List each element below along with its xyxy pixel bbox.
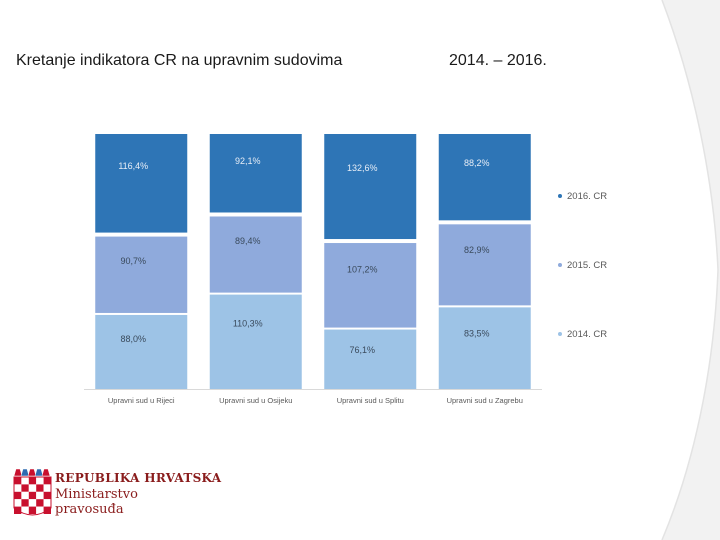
category-label: Upravni sud u Zagrebu (447, 396, 523, 405)
data-label: 116,4% (118, 161, 148, 171)
bar-segment (438, 134, 531, 221)
category-label: Upravni sud u Splitu (337, 396, 404, 405)
shield-square (36, 484, 44, 492)
shield-square (28, 499, 37, 507)
data-label: 83,5% (464, 328, 490, 338)
data-label: 76,1% (349, 345, 375, 355)
bar-segment (95, 236, 188, 313)
shield-square (36, 491, 44, 500)
shield-square (14, 499, 22, 507)
logo-text: REPUBLIKA HRVATSKA Ministarstvo pravosuđ… (55, 471, 221, 517)
bar-segment (95, 134, 188, 233)
shield-square (21, 484, 29, 492)
shield-square (21, 491, 29, 500)
bar-segment (324, 329, 417, 389)
shield-square (36, 506, 44, 514)
shield-square (28, 484, 37, 492)
crown-segment (41, 468, 51, 477)
shield-square (21, 499, 29, 507)
bar-segment (209, 134, 302, 213)
shield-square (28, 477, 37, 485)
croatian-coat-of-arms-logo (13, 468, 52, 516)
legend-marker (558, 332, 562, 336)
logo-line-pravosuda: pravosuđa (55, 502, 124, 517)
legend-marker (558, 263, 562, 267)
legend-label: 2014. CR (567, 329, 607, 340)
decorative-right-border (661, 0, 720, 540)
legend-marker (558, 194, 562, 198)
data-label: 92,1% (235, 156, 261, 166)
crown-segment (34, 468, 44, 477)
shield-square (21, 477, 29, 485)
crown-segment (20, 468, 30, 477)
data-label: 82,9% (464, 245, 490, 255)
bar-segment (324, 243, 417, 328)
slide-years: 2014. – 2016. (449, 52, 547, 69)
data-label: 90,7% (120, 256, 146, 266)
bar-segment (95, 314, 188, 389)
legend-label: 2015. CR (567, 260, 607, 271)
shield-square (43, 477, 51, 485)
bar-segment (438, 224, 531, 306)
legend-label: 2016. CR (567, 191, 607, 202)
bar-segment (324, 134, 417, 240)
data-label: 107,2% (347, 265, 378, 275)
category-label: Upravni sud u Rijeci (108, 396, 175, 405)
logo-line-republika: REPUBLIKA HRVATSKA (55, 471, 222, 485)
shield-square (43, 491, 51, 500)
data-label: 110,3% (233, 319, 263, 329)
shield-square (14, 484, 22, 492)
data-label: 88,2% (464, 158, 490, 168)
shield-outline (13, 476, 52, 516)
slide-title: Kretanje indikatora CR na upravnim sudov… (16, 52, 343, 69)
bar-segment (438, 307, 531, 389)
shield-square (43, 499, 51, 507)
bar-segment (209, 216, 302, 293)
data-label: 132,6% (347, 163, 378, 173)
shield-square (43, 484, 51, 492)
category-label: Upravni sud u Osijeku (219, 396, 292, 405)
shield-square (36, 477, 44, 485)
bar-segment (209, 294, 302, 389)
shield-square (28, 506, 37, 514)
shield-square (14, 477, 22, 485)
data-label: 88,0% (120, 334, 146, 344)
logo-line-ministarstvo: Ministarstvo (55, 487, 138, 502)
shield-square (28, 491, 37, 500)
data-label: 89,4% (235, 236, 261, 246)
shield-square (21, 506, 29, 514)
crown-segment (27, 468, 37, 477)
shield-square (14, 491, 22, 500)
crown-segment (13, 468, 23, 477)
shield-square (36, 499, 44, 507)
